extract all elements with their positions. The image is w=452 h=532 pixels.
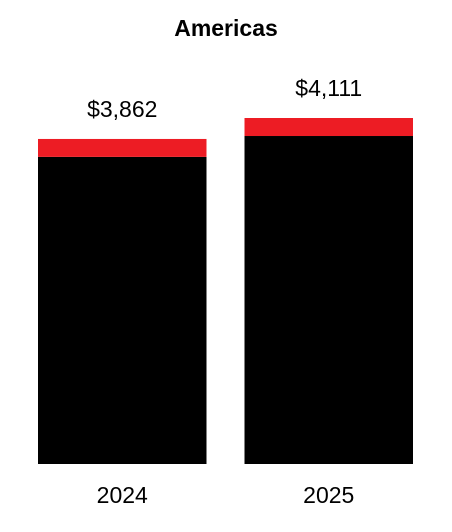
x-tick-label: 2024 xyxy=(97,482,148,508)
total-label: $4,111 xyxy=(295,75,362,101)
x-tick-label: 2025 xyxy=(303,482,354,508)
bar-segment xyxy=(244,136,413,465)
bar-segment xyxy=(38,156,207,464)
bar-segment xyxy=(244,118,413,137)
bar-segment xyxy=(38,138,207,157)
chart-title: Americas xyxy=(174,15,278,41)
total-label: $3,862 xyxy=(87,96,157,122)
